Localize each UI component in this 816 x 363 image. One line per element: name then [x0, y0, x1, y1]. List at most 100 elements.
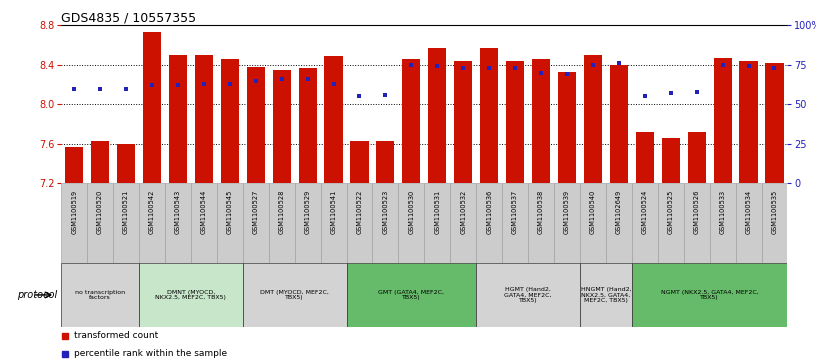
Bar	[424, 183, 450, 263]
Bar	[242, 263, 347, 327]
Text: GSM1100537: GSM1100537	[512, 190, 518, 234]
Bar	[321, 183, 347, 263]
Bar	[688, 132, 706, 183]
Bar	[684, 183, 710, 263]
Text: protocol: protocol	[17, 290, 57, 300]
Bar	[268, 183, 295, 263]
Bar	[658, 183, 684, 263]
Text: GSM1100523: GSM1100523	[383, 190, 388, 234]
Text: DMNT (MYOCD,
NKX2.5, MEF2C, TBX5): DMNT (MYOCD, NKX2.5, MEF2C, TBX5)	[156, 290, 226, 300]
Text: GSM1100539: GSM1100539	[564, 190, 570, 234]
Bar	[528, 183, 554, 263]
Text: percentile rank within the sample: percentile rank within the sample	[74, 350, 228, 358]
Bar	[713, 58, 732, 183]
Bar	[217, 183, 242, 263]
Text: GMT (GATA4, MEF2C,
TBX5): GMT (GATA4, MEF2C, TBX5)	[379, 290, 445, 300]
Bar	[91, 141, 109, 183]
Bar	[376, 141, 394, 183]
Bar	[143, 32, 161, 183]
Bar	[632, 263, 787, 327]
Text: GSM1100545: GSM1100545	[227, 190, 233, 234]
Text: DMT (MYOCD, MEF2C,
TBX5): DMT (MYOCD, MEF2C, TBX5)	[260, 290, 329, 300]
Bar	[372, 183, 398, 263]
Bar	[113, 183, 139, 263]
Text: GSM1102649: GSM1102649	[616, 190, 622, 234]
Bar	[242, 183, 268, 263]
Bar	[532, 59, 550, 183]
Bar	[299, 68, 317, 183]
Bar	[558, 72, 576, 183]
Bar	[398, 183, 424, 263]
Bar	[169, 55, 187, 183]
Text: GSM1100521: GSM1100521	[123, 190, 129, 234]
Text: GSM1100522: GSM1100522	[357, 190, 362, 234]
Bar	[347, 263, 477, 327]
Text: GSM1100520: GSM1100520	[97, 190, 103, 234]
Text: GSM1100538: GSM1100538	[538, 190, 544, 234]
Text: GSM1100543: GSM1100543	[175, 190, 181, 234]
Bar	[739, 61, 757, 183]
Bar	[477, 183, 502, 263]
Bar	[191, 183, 217, 263]
Text: GSM1100532: GSM1100532	[460, 190, 466, 234]
Bar	[605, 183, 632, 263]
Bar	[139, 263, 242, 327]
Bar	[139, 183, 165, 263]
Text: GSM1100535: GSM1100535	[771, 190, 778, 234]
Text: GSM1100534: GSM1100534	[746, 190, 752, 234]
Bar	[220, 59, 239, 183]
Text: GSM1100527: GSM1100527	[253, 190, 259, 234]
Bar	[502, 183, 528, 263]
Bar	[273, 70, 290, 183]
Bar	[477, 263, 580, 327]
Bar	[610, 65, 628, 183]
Bar	[455, 61, 472, 183]
Bar	[165, 183, 191, 263]
Text: GDS4835 / 10557355: GDS4835 / 10557355	[61, 11, 197, 24]
Text: NGMT (NKX2.5, GATA4, MEF2C,
TBX5): NGMT (NKX2.5, GATA4, MEF2C, TBX5)	[661, 290, 759, 300]
Text: GSM1100519: GSM1100519	[71, 190, 78, 234]
Text: GSM1100526: GSM1100526	[694, 190, 699, 234]
Bar	[61, 183, 87, 263]
Text: GSM1100525: GSM1100525	[667, 190, 674, 234]
Bar	[295, 183, 321, 263]
Bar	[117, 144, 135, 183]
Text: GSM1100528: GSM1100528	[279, 190, 285, 234]
Bar	[61, 263, 139, 327]
Bar	[87, 183, 113, 263]
Bar	[735, 183, 761, 263]
Text: GSM1100530: GSM1100530	[408, 190, 415, 234]
Bar	[761, 183, 787, 263]
Bar	[428, 48, 446, 183]
Text: GSM1100531: GSM1100531	[434, 190, 441, 234]
Bar	[450, 183, 477, 263]
Text: transformed count: transformed count	[74, 331, 158, 340]
Bar	[710, 183, 735, 263]
Bar	[580, 183, 605, 263]
Bar	[347, 183, 372, 263]
Bar	[65, 147, 83, 183]
Text: no transcription
factors: no transcription factors	[75, 290, 125, 300]
Bar	[402, 59, 420, 183]
Text: HNGMT (Hand2,
NKX2.5, GATA4,
MEF2C, TBX5): HNGMT (Hand2, NKX2.5, GATA4, MEF2C, TBX5…	[580, 287, 632, 303]
Bar	[632, 183, 658, 263]
Text: GSM1100536: GSM1100536	[486, 190, 492, 234]
Bar	[195, 55, 213, 183]
Text: GSM1100540: GSM1100540	[590, 190, 596, 234]
Bar	[325, 56, 343, 183]
Bar	[662, 138, 680, 183]
Bar	[636, 132, 654, 183]
Text: GSM1100529: GSM1100529	[304, 190, 311, 234]
Text: GSM1100533: GSM1100533	[720, 190, 725, 234]
Text: GSM1100542: GSM1100542	[149, 190, 155, 234]
Bar	[350, 141, 369, 183]
Bar	[765, 63, 783, 183]
Bar	[580, 263, 632, 327]
Text: GSM1100541: GSM1100541	[330, 190, 336, 234]
Bar	[480, 48, 499, 183]
Text: GSM1100524: GSM1100524	[642, 190, 648, 234]
Bar	[554, 183, 580, 263]
Text: HGMT (Hand2,
GATA4, MEF2C,
TBX5): HGMT (Hand2, GATA4, MEF2C, TBX5)	[504, 287, 552, 303]
Bar	[246, 67, 265, 183]
Bar	[583, 55, 602, 183]
